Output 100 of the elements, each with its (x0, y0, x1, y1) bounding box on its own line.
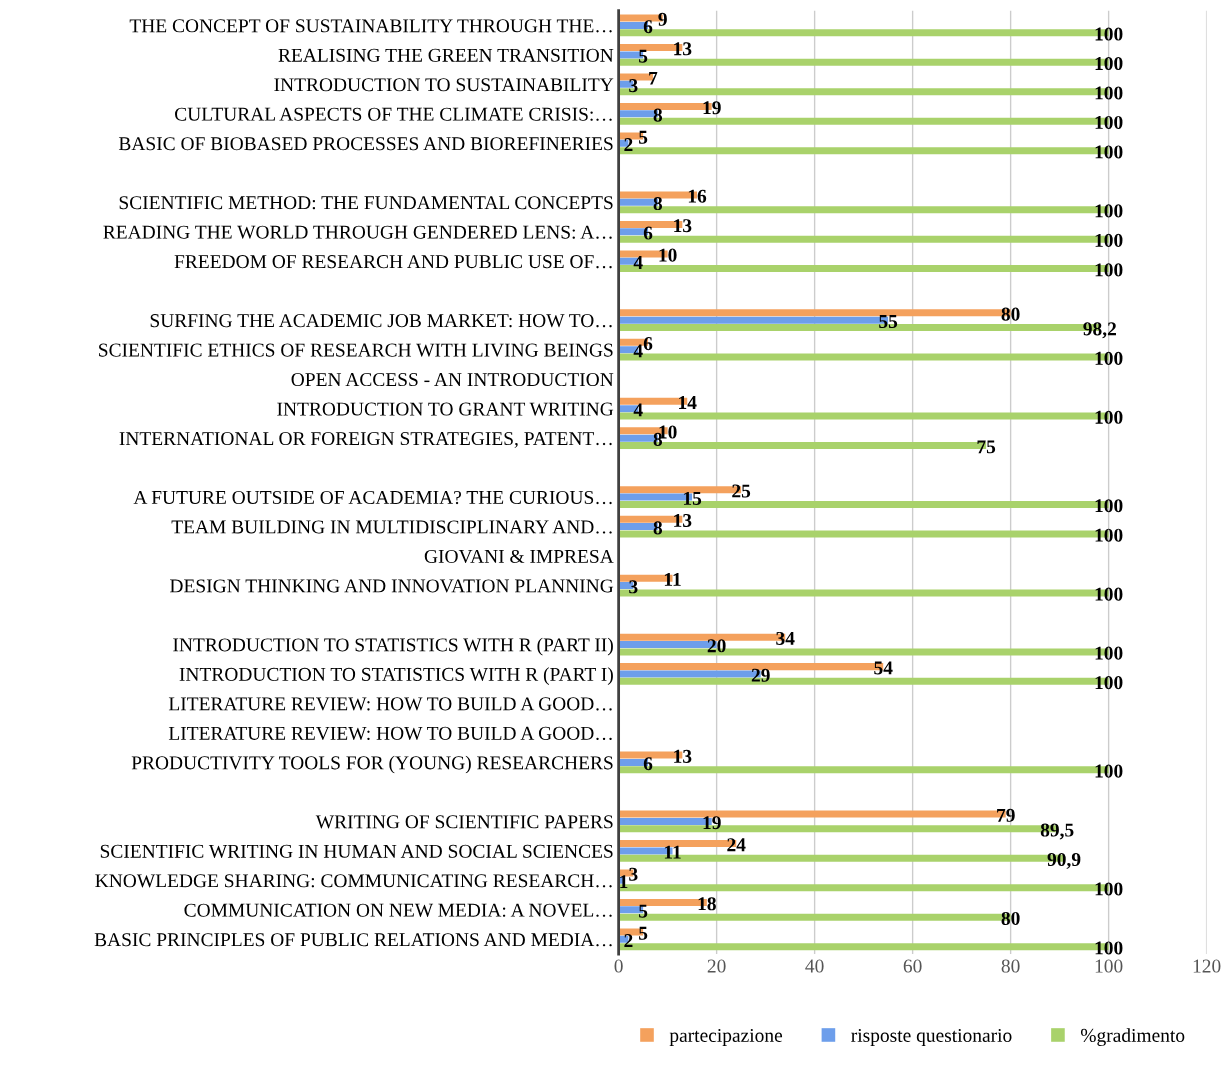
y-tick-label: OPEN ACCESS - AN INTRODUCTION (291, 373, 614, 387)
data-label: 20 (707, 639, 726, 653)
data-label: 79 (997, 808, 1015, 822)
y-tick-label: INTRODUCTION TO GRANT WRITING (277, 402, 614, 416)
data-label: 100 (1095, 410, 1123, 424)
data-label: 3 (629, 867, 638, 881)
data-label: 10 (659, 248, 677, 262)
data-label: 16 (688, 189, 707, 203)
y-tick-label: WRITING OF SCIENTIFIC PAPERS (315, 815, 613, 829)
y-tick-label: KNOWLEDGE SHARING: COMMUNICATING RESEARCH… (95, 874, 612, 888)
data-label: 13 (674, 42, 692, 56)
data-label: 54 (874, 661, 893, 675)
data-label: 34 (776, 631, 795, 645)
data-label: 100 (1095, 56, 1123, 71)
y-tick-label: INTRODUCTION TO SUSTAINABILITY (274, 78, 614, 92)
data-label: 5 (639, 926, 648, 940)
data-label: 11 (664, 845, 681, 859)
data-label: 14 (679, 396, 697, 409)
data-label: 7 (649, 71, 658, 85)
data-label: 100 (1095, 499, 1123, 513)
y-tick-label: CULTURAL ASPECTS OF THE CLIMATE CRISIS:… (175, 107, 612, 121)
data-label: 11 (664, 572, 681, 586)
y-tick-label: INTRODUCTION TO STATISTICS WITH R (PART II) (173, 637, 613, 656)
data-label: 100 (1095, 764, 1123, 778)
y-tick-label: READING THE WORLD THROUGH GENDERED LENS: A… (103, 225, 612, 239)
data-label: 2 (624, 138, 633, 151)
y-tick-label: A FUTURE OUTSIDE OF ACADEMIA? THE CURIOUS… (133, 490, 612, 505)
data-label: 24 (727, 838, 746, 852)
y-tick-label: FREEDOM OF RESEARCH AND PUBLIC USE OF… (174, 255, 612, 269)
data-label: 2 (624, 934, 633, 947)
data-label: 9 (658, 12, 667, 26)
data-label: 6 (643, 337, 653, 351)
data-label: 75 (977, 440, 996, 454)
data-label: 4 (633, 403, 643, 417)
y-tick-label: DESIGN THINKING AND INNOVATION PLANNING (170, 579, 614, 593)
y-tick-label: INTERNATIONAL OR FOREIGN STRATEGIES, PATENT… (119, 432, 612, 448)
data-label: 100 (1095, 528, 1123, 542)
legend-label: partecipazione (669, 1028, 783, 1046)
data-label: 100 (1095, 86, 1123, 100)
data-label: 3 (629, 79, 638, 93)
data-label: 100 (1095, 27, 1123, 41)
data-label: 100 (1095, 351, 1123, 365)
data-label: 6 (643, 20, 653, 34)
data-label: 13 (674, 749, 692, 763)
data-label: 25 (732, 484, 751, 498)
data-label: 100 (1095, 882, 1123, 896)
x-tick-label: 0 (614, 959, 623, 973)
y-tick-label: SCIENTIFIC METHOD: THE FUNDAMENTAL CONCEPTS (119, 196, 613, 210)
data-label: 80 (1001, 307, 1020, 321)
data-label: 55 (879, 315, 898, 329)
data-label: 90,9 (1047, 852, 1081, 869)
data-label: 100 (1095, 204, 1123, 218)
data-label: 5 (639, 130, 648, 144)
data-label: 100 (1095, 676, 1123, 690)
y-tick-label: PRODUCTIVITY TOOLS FOR (YOUNG) RESEARCHERS (131, 755, 613, 774)
y-tick-label: TEAM BUILDING IN MULTIDISCIPLINARY AND… (171, 520, 612, 534)
data-label: 8 (653, 108, 663, 122)
data-label: 13 (674, 219, 692, 233)
y-tick-label: GIOVANI & IMPRESA (424, 549, 614, 564)
data-label: 5 (639, 904, 648, 918)
data-label: 18 (698, 897, 716, 911)
legend-label: risposte questionario (851, 1028, 1012, 1046)
x-tick-label: 20 (707, 959, 726, 973)
data-label: 8 (653, 196, 663, 211)
data-label: 29 (751, 668, 770, 682)
x-tick-label: 60 (903, 959, 922, 973)
data-label: 8 (653, 521, 663, 535)
data-label: 1 (620, 875, 628, 888)
data-label: 19 (703, 816, 721, 830)
y-tick-label: BASIC OF BIOBASED PROCESSES AND BIOREFINERIES (118, 137, 613, 151)
x-tick-label: 120 (1193, 959, 1221, 973)
data-label: 4 (633, 344, 643, 358)
y-tick-label: SURFING THE ACADEMIC JOB MARKET: HOW TO… (150, 314, 612, 328)
y-tick-label: SCIENTIFIC ETHICS OF RESEARCH WITH LIVING BEINGS (99, 343, 613, 357)
data-label: 6 (643, 226, 653, 240)
data-label: 19 (703, 101, 721, 115)
y-tick-label: LITERATURE REVIEW: HOW TO BUILD A GOOD… (168, 697, 612, 711)
data-label: 100 (1095, 263, 1123, 277)
x-tick-label: 80 (1001, 959, 1020, 973)
y-tick-label: THE CONCEPT OF SUSTAINABILITY THROUGH THE… (129, 19, 612, 33)
data-label: 3 (629, 580, 638, 594)
x-tick-label: 40 (805, 959, 824, 973)
data-label: 13 (674, 513, 692, 528)
y-tick-label: BASIC PRINCIPLES OF PUBLIC RELATIONS AND MEDIA… (94, 933, 612, 947)
data-label: 89,5 (1040, 823, 1074, 840)
data-label: 4 (633, 256, 643, 269)
legend-label: %gradimento (1080, 1028, 1185, 1046)
data-label: 100 (1095, 587, 1123, 601)
data-label: 100 (1095, 115, 1123, 130)
data-label: 98,2 (1083, 322, 1116, 339)
y-tick-label: SCIENTIFIC WRITING IN HUMAN AND SOCIAL SCIENCES (100, 844, 613, 858)
y-tick-label: COMMUNICATION ON NEW MEDIA: A NOVEL… (184, 903, 612, 917)
data-label: 100 (1095, 646, 1123, 660)
data-label: 5 (639, 49, 648, 63)
data-label: 100 (1095, 233, 1123, 247)
data-label: 80 (1001, 911, 1020, 926)
x-tick-label: 100 (1095, 959, 1123, 973)
y-tick-label: INTRODUCTION TO STATISTICS WITH R (PART I) (179, 667, 613, 685)
data-label: 100 (1095, 145, 1123, 159)
data-label: 6 (643, 757, 653, 771)
